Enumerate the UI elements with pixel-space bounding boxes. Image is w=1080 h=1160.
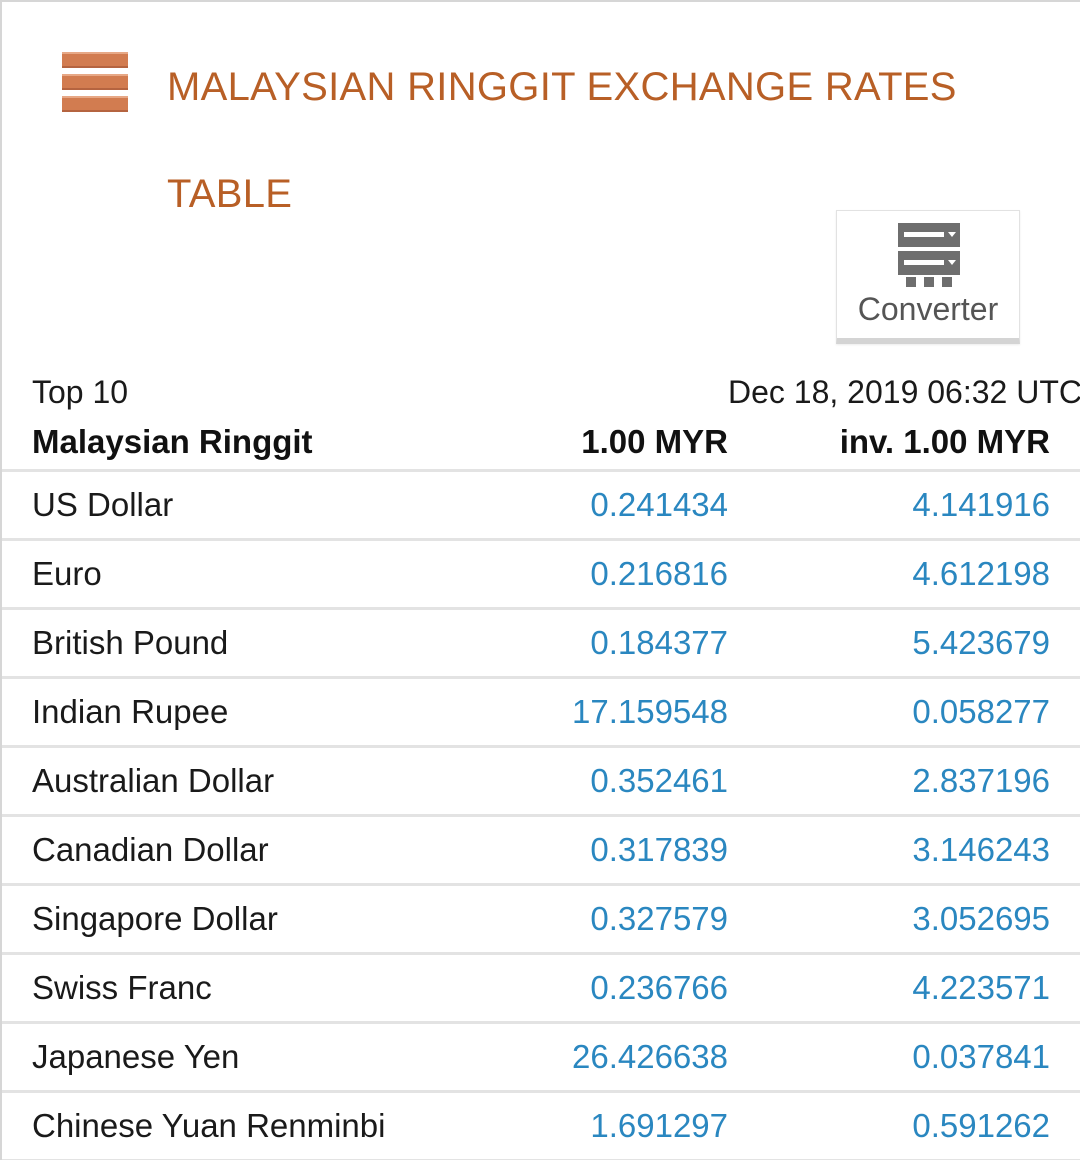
menu-bar-bottom: [62, 96, 128, 112]
currency-name: Singapore Dollar: [32, 900, 278, 937]
table-row: Japanese Yen 26.426638 0.037841: [2, 1024, 1080, 1093]
column-header-currency: Malaysian Ringgit: [32, 423, 313, 460]
rates-timestamp: Dec 18, 2019 06:32 UTC: [728, 374, 1080, 410]
inverse-rate-link[interactable]: 0.037841: [912, 1038, 1050, 1075]
converter-label: Converter: [857, 291, 999, 327]
currency-name: US Dollar: [32, 486, 174, 523]
inverse-rate-link[interactable]: 4.612198: [912, 555, 1050, 592]
page-title: MALAYSIAN RINGGIT EXCHANGE RATES TABLE: [167, 60, 987, 221]
page-title-line-2: TABLE: [167, 172, 293, 216]
column-header-inverse: inv. 1.00 MYR: [839, 423, 1050, 460]
inverse-rate-link[interactable]: 3.052695: [912, 900, 1050, 937]
rate-link[interactable]: 1.691297: [590, 1107, 728, 1144]
rate-link[interactable]: 0.352461: [590, 762, 728, 799]
table-row: Indian Rupee 17.159548 0.058277: [2, 679, 1080, 748]
currency-name: Canadian Dollar: [32, 831, 269, 868]
converter-button[interactable]: Converter: [836, 210, 1020, 344]
table-header-row: Malaysian Ringgit 1.00 MYR inv. 1.00 MYR: [2, 420, 1080, 472]
table-row: Euro 0.216816 4.612198: [2, 541, 1080, 610]
rate-link[interactable]: 26.426638: [572, 1038, 728, 1075]
currency-name: Swiss Franc: [32, 969, 212, 1006]
menu-bar-top: [62, 52, 128, 68]
inverse-rate-link[interactable]: 4.223571: [912, 969, 1050, 1006]
table-row: Singapore Dollar 0.327579 3.052695: [2, 886, 1080, 955]
currency-name: Indian Rupee: [32, 693, 229, 730]
currency-name: Australian Dollar: [32, 762, 275, 799]
inverse-rate-link[interactable]: 4.141916: [912, 486, 1050, 523]
exchange-rates-table: Malaysian Ringgit 1.00 MYR inv. 1.00 MYR…: [2, 420, 1080, 1160]
table-row: Canadian Dollar 0.317839 3.146243: [2, 817, 1080, 886]
column-header-rate: 1.00 MYR: [581, 423, 728, 460]
top-count-label: Top 10: [32, 374, 129, 410]
rate-link[interactable]: 17.159548: [572, 693, 728, 730]
inverse-rate-link[interactable]: 5.423679: [912, 624, 1050, 661]
rate-link[interactable]: 0.241434: [590, 486, 728, 523]
inverse-rate-link[interactable]: 3.146243: [912, 831, 1050, 868]
table-row: Australian Dollar 0.352461 2.837196: [2, 748, 1080, 817]
table-row: Swiss Franc 0.236766 4.223571: [2, 955, 1080, 1024]
converter-icon: [898, 223, 960, 287]
inverse-rate-link[interactable]: 0.591262: [912, 1107, 1050, 1144]
currency-name: Euro: [32, 555, 102, 592]
rate-link[interactable]: 0.236766: [590, 969, 728, 1006]
currency-name: Chinese Yuan Renminbi: [32, 1107, 386, 1144]
rate-link[interactable]: 0.216816: [590, 555, 728, 592]
menu-bar-middle: [62, 74, 128, 90]
inverse-rate-link[interactable]: 2.837196: [912, 762, 1050, 799]
rate-link[interactable]: 0.327579: [590, 900, 728, 937]
table-row: British Pound 0.184377 5.423679: [2, 610, 1080, 679]
inverse-rate-link[interactable]: 0.058277: [912, 693, 1050, 730]
currency-name: British Pound: [32, 624, 229, 661]
rate-link[interactable]: 0.184377: [590, 624, 728, 661]
table-row: US Dollar 0.241434 4.141916: [2, 472, 1080, 541]
currency-name: Japanese Yen: [32, 1038, 240, 1075]
table-row: Chinese Yuan Renminbi 1.691297 0.591262: [2, 1093, 1080, 1160]
menu-icon[interactable]: [62, 52, 128, 112]
rate-link[interactable]: 0.317839: [590, 831, 728, 868]
page-title-line-1: MALAYSIAN RINGGIT EXCHANGE RATES: [167, 65, 957, 109]
